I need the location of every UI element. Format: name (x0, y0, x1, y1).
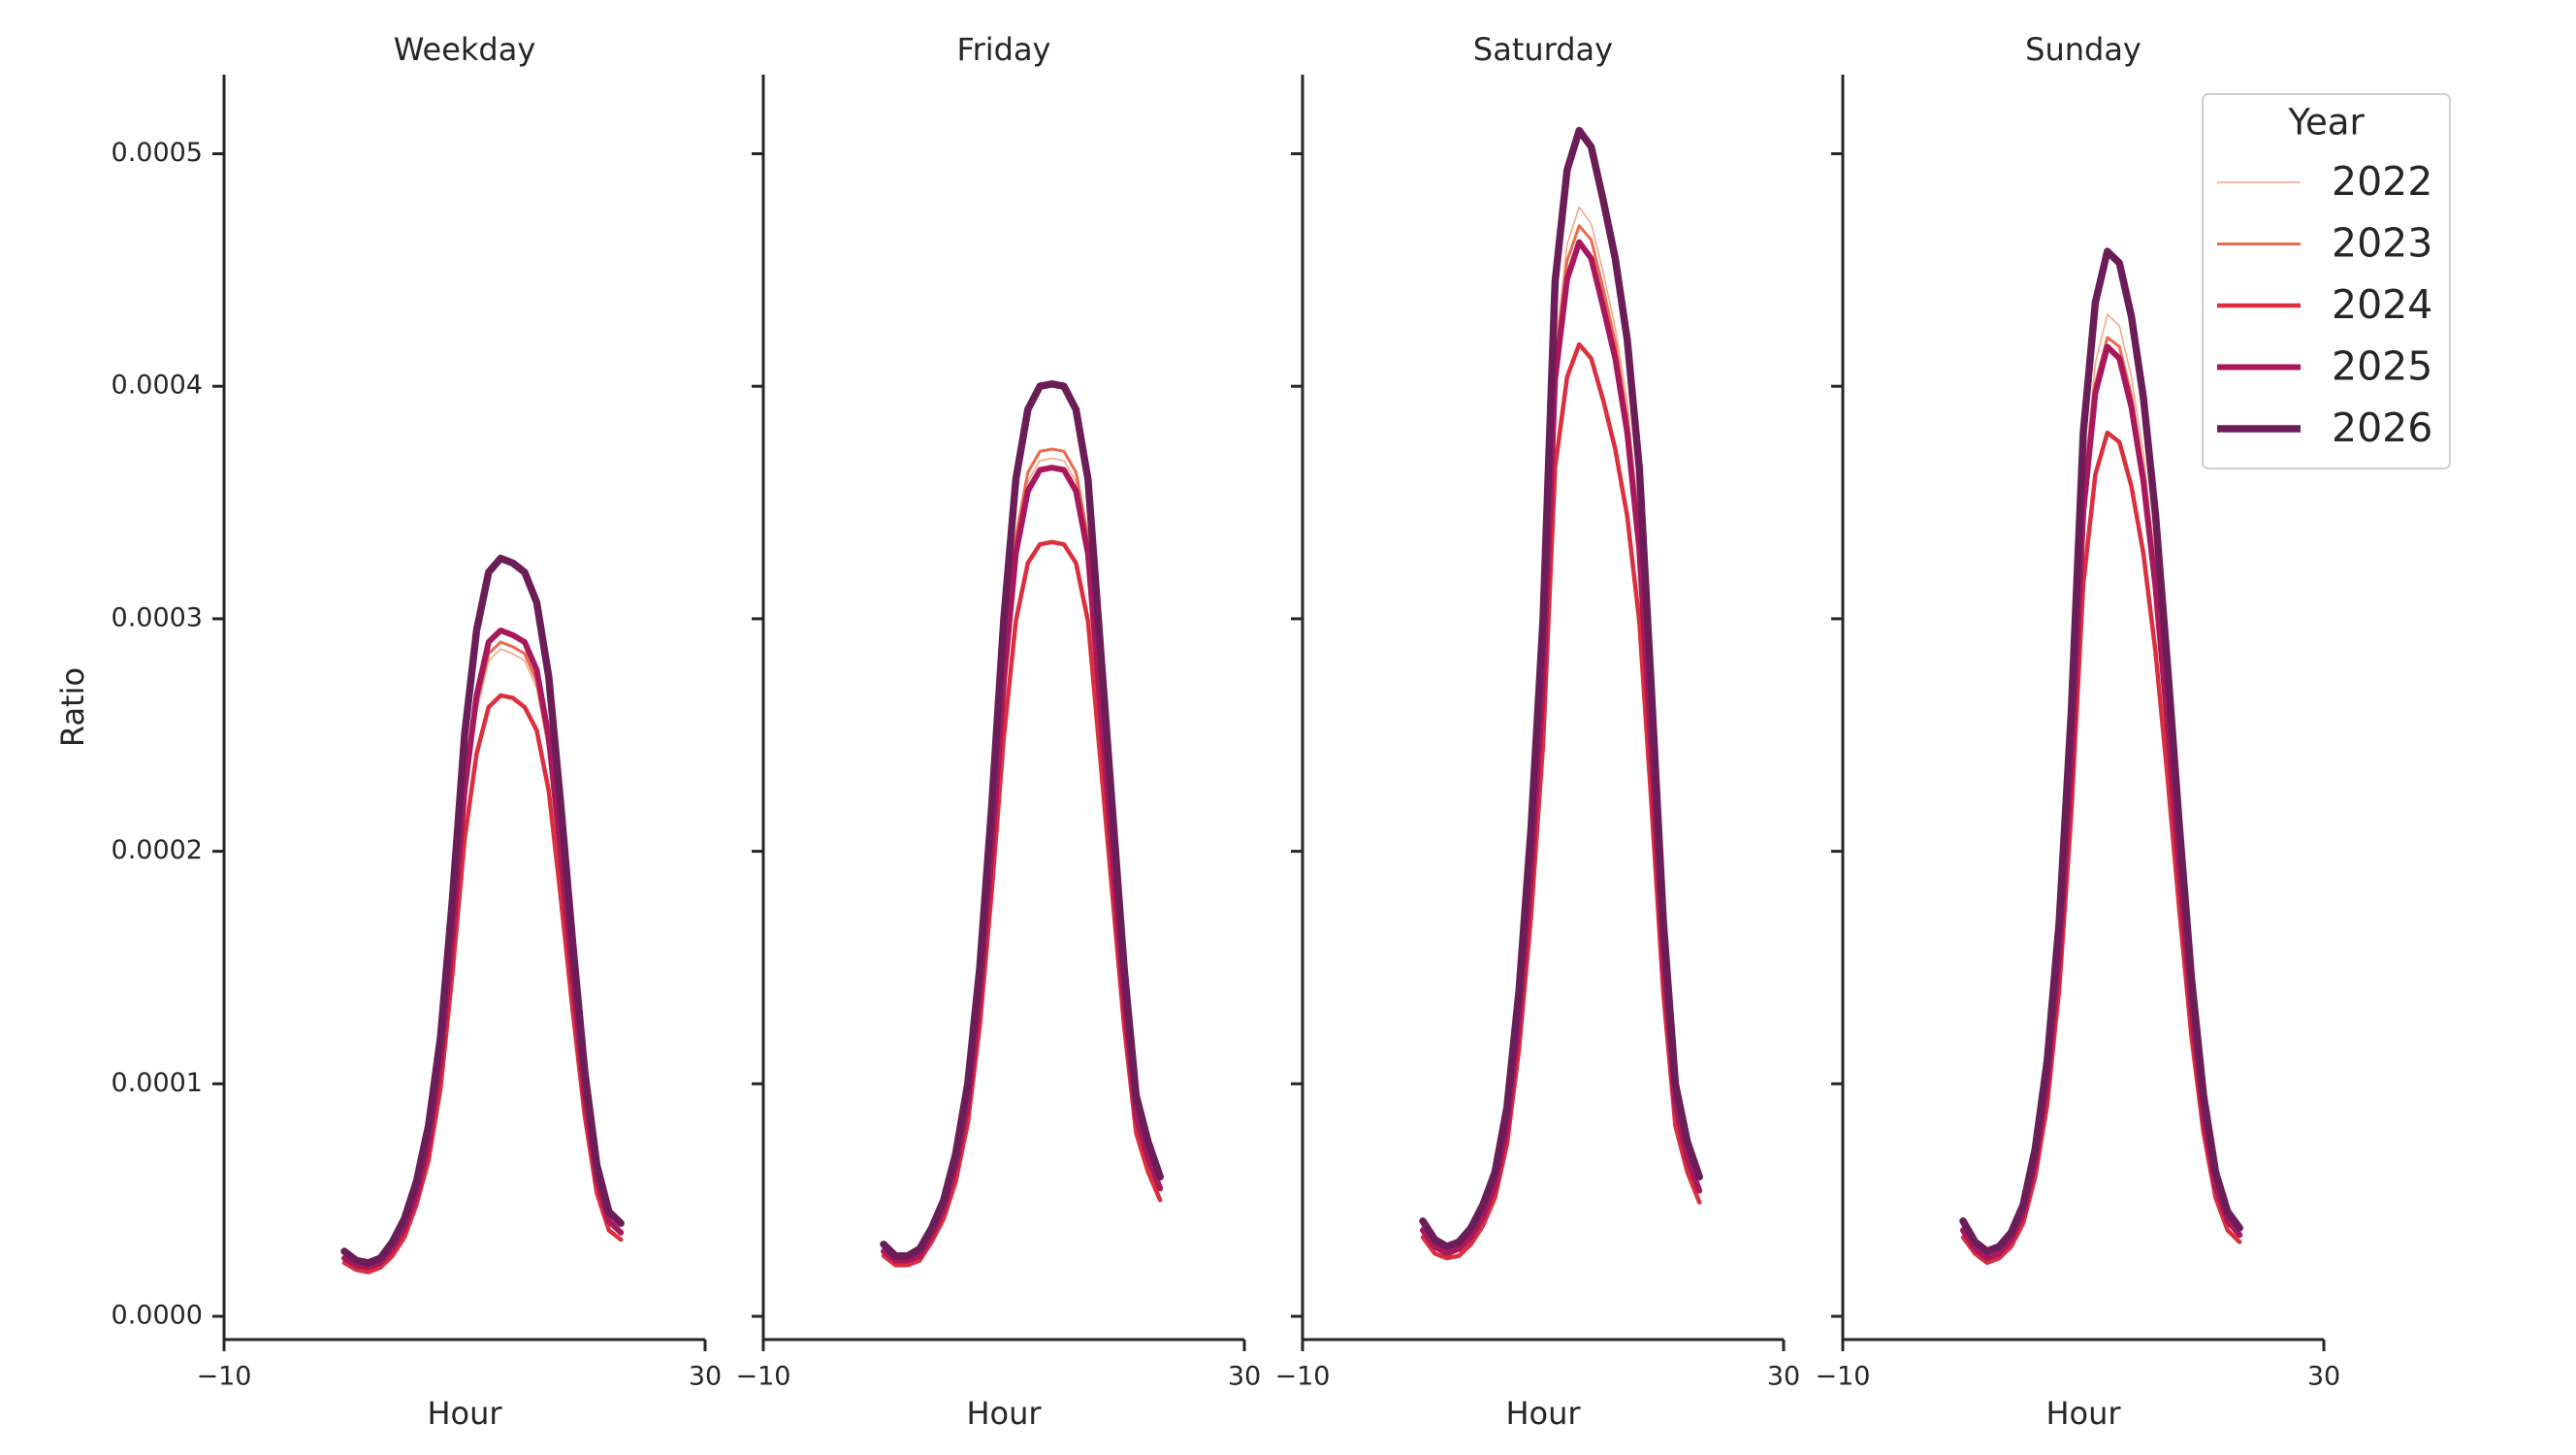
subplot: Saturday−10 30Hour20222023202420252026 (1275, 31, 1801, 1432)
x-tick-label: −10 (1816, 1362, 1871, 1392)
series-line: 2026 (340, 554, 625, 1267)
x-axis-label: Hour (966, 1395, 1042, 1432)
subplot-title: Friday (957, 31, 1051, 68)
series-line: 2025 (1960, 343, 2243, 1262)
y-tick-label: 0.0005 (112, 138, 203, 168)
series-line: 2023 (1421, 224, 1701, 1253)
legend-label: 2025 (2332, 343, 2432, 390)
series-line: 2024 (1960, 430, 2242, 1266)
series-line: 2026 (1419, 126, 1703, 1250)
subplot-title: Sunday (2025, 31, 2141, 68)
x-tick-label: −10 (1275, 1362, 1331, 1392)
x-axis-label: Hour (1505, 1395, 1581, 1432)
legend-label: 2026 (2332, 404, 2432, 451)
legend-box (2202, 93, 2451, 469)
subplot-title: Saturday (1473, 31, 1613, 68)
series-line: 2022 (1422, 206, 1700, 1252)
x-tick-label: −10 (736, 1362, 791, 1392)
x-axis-label: Hour (427, 1395, 502, 1432)
y-tick-label: 0.0004 (112, 371, 203, 401)
subplot: Sunday−10 30Hour20222023202420252026 (1816, 31, 2341, 1432)
x-tick-label: −10 (197, 1362, 252, 1392)
x-tick-label: 30 (1228, 1362, 1261, 1392)
subplot: Weekday 0.0000 0.0001 0.0002 0.0003 0.0004 0.0… (54, 31, 722, 1432)
series-line: 2026 (1959, 247, 2243, 1255)
series-line: 2024 (881, 539, 1163, 1268)
x-tick-label: 30 (1767, 1362, 1800, 1392)
legend: Year 2022 2023 2024 2025 2026 (2202, 93, 2451, 469)
x-axis-label: Hour (2045, 1395, 2121, 1432)
x-tick-label: 30 (689, 1362, 722, 1392)
y-tick-label: 0.0001 (112, 1068, 203, 1098)
legend-label: 2024 (2332, 281, 2432, 328)
y-tick-label: 0.0000 (112, 1301, 203, 1331)
series-line: 2026 (880, 380, 1164, 1260)
series-line: 2024 (341, 693, 624, 1275)
series-line: 2023 (1961, 336, 2241, 1258)
legend-title: Year (2287, 102, 2365, 144)
subplot: Friday−10 30Hour20222023202420252026 (736, 31, 1262, 1432)
y-axis-label: Ratio (54, 667, 91, 747)
legend-label: 2022 (2332, 158, 2432, 205)
y-tick-label: 0.0003 (112, 602, 203, 632)
legend-label: 2023 (2332, 220, 2432, 267)
subplot-title: Weekday (394, 31, 536, 68)
y-tick-label: 0.0002 (112, 835, 203, 865)
x-tick-label: 30 (2307, 1362, 2340, 1392)
series-line: 2022 (343, 648, 622, 1271)
